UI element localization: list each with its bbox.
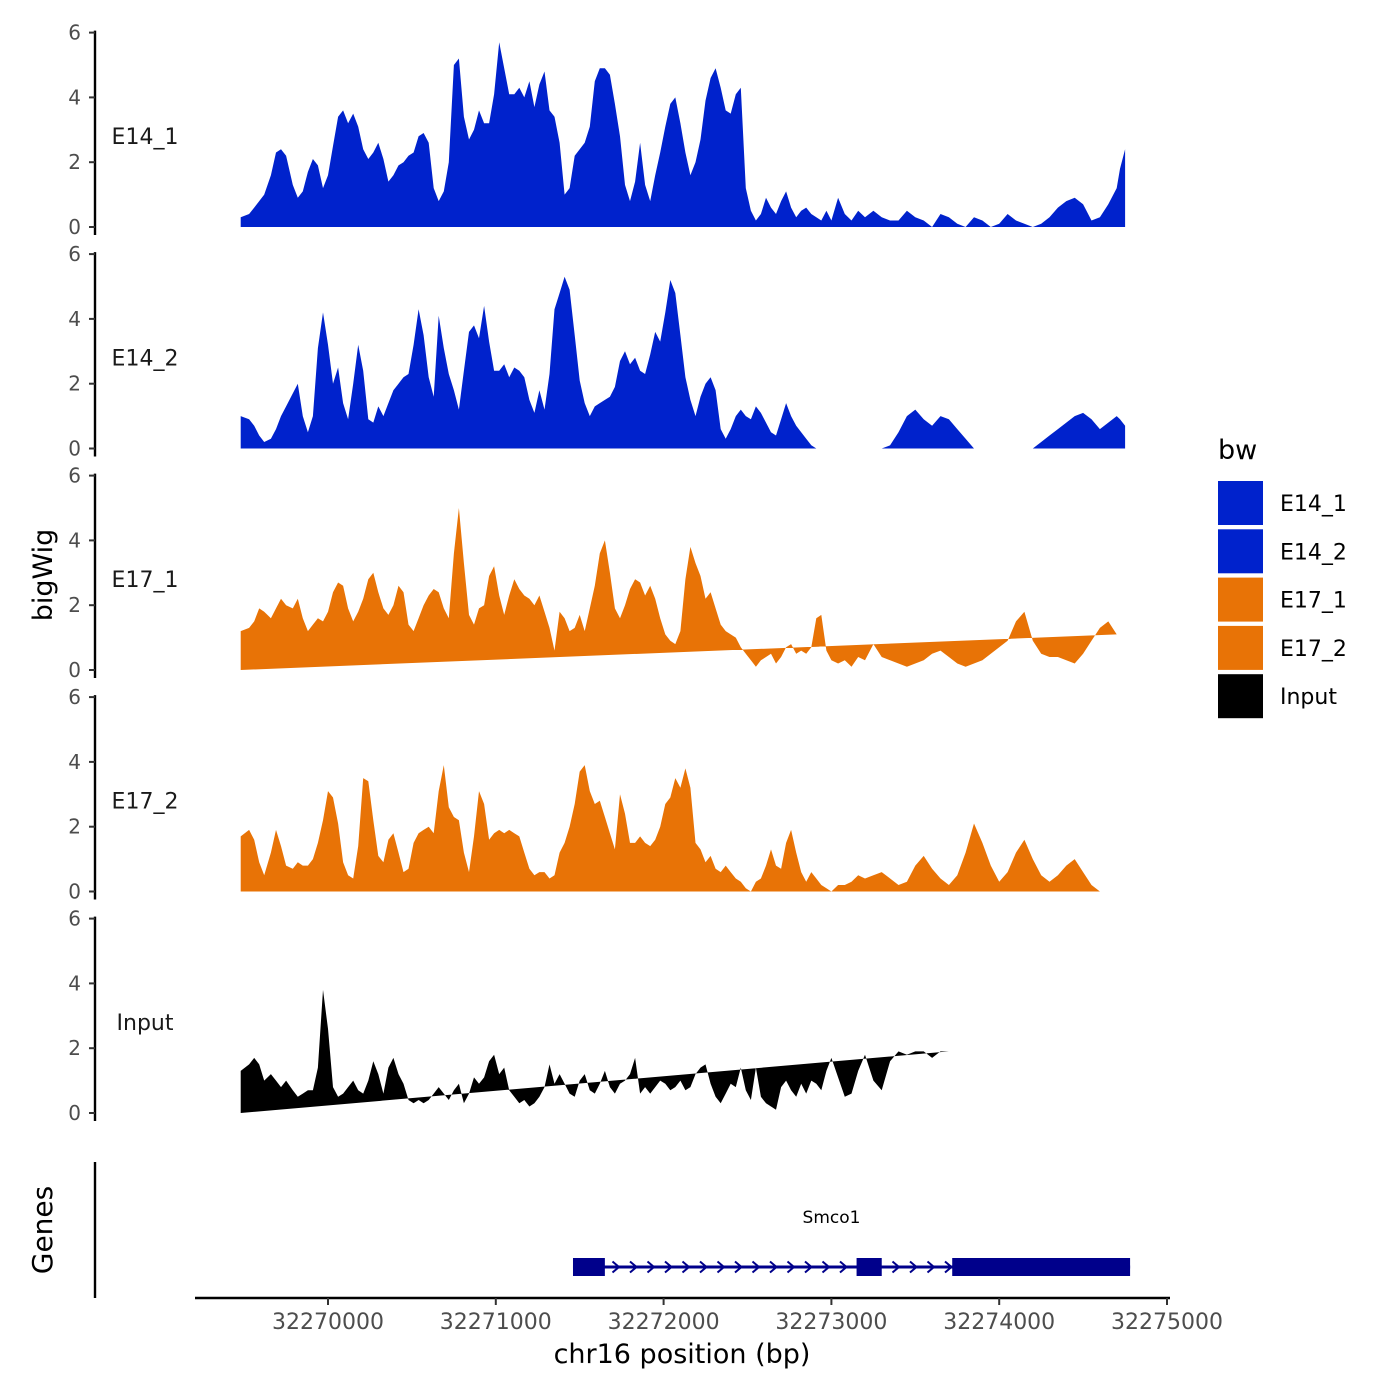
coverage-area-e17-1 [240,508,1117,670]
legend-swatch [1218,674,1263,719]
y-tick-label: 2 [68,1036,81,1060]
y-tick-label: 4 [68,750,81,774]
genes-panel: Genes Smco1 [26,1162,1131,1298]
y-tick-label: 2 [68,372,81,396]
strand-arrow [646,1260,656,1274]
track-label: E14_1 [112,125,179,150]
legend: bw E14_1 E14_2 E17_1 E17_2 Input [1218,435,1347,719]
y-tick-label: 0 [68,658,81,682]
y-tick-label: 6 [68,464,81,488]
strand-arrow [891,1260,901,1274]
y-tick-label: 0 [68,215,81,239]
strand-arrow [629,1260,639,1274]
legend-swatch [1218,529,1263,574]
track-e14-1: 0 2 4 6 E14_1 [68,21,1126,239]
x-tick-label: 32273000 [775,1310,887,1335]
strand-arrow [944,1260,954,1274]
legend-label: Input [1280,685,1337,710]
y-tick-label: 2 [68,150,81,174]
strand-arrow [821,1260,831,1274]
track-e14-2: 0 2 4 6 E14_2 [68,242,1126,461]
strand-arrow [681,1260,691,1274]
strand-arrow [734,1260,744,1274]
coverage-area-e17-2 [240,765,1100,892]
track-label: E17_1 [112,568,179,593]
y-tick-label: 2 [68,815,81,839]
legend-entry-e17-1: E17_1 [1218,577,1347,622]
legend-swatch [1218,625,1263,670]
legend-swatch [1218,577,1263,622]
strand-arrow [909,1260,919,1274]
x-tick-label: 32271000 [440,1310,552,1335]
coverage-tracks: 0 2 4 6 E14_1 0 2 4 6 E14_2 0 2 4 6 E17_1 0 2 4 6 E17_2 0 2 4 6… [68,21,1126,1125]
coverage-area-e14-1 [240,42,1126,227]
strand-arrow [769,1260,779,1274]
gene-exon [572,1258,605,1276]
coverage-area-e14-2 [240,276,1126,449]
x-tick-label: 32275000 [1111,1310,1223,1335]
strand-arrow [786,1260,796,1274]
y-tick-label: 2 [68,593,81,617]
strand-arrow [611,1260,621,1274]
strand-arrow [839,1260,849,1274]
strand-arrow [751,1260,761,1274]
y-tick-label: 6 [68,685,81,709]
y-tick-label: 4 [68,971,81,995]
legend-entry-e14-2: E14_2 [1218,529,1347,574]
x-tick-label: 32274000 [943,1310,1055,1335]
genes-track-label: Genes [26,1186,59,1274]
legend-entry-e14-1: E14_1 [1218,481,1347,525]
track-label: Input [117,1011,174,1036]
y-axis-title: bigWig [28,529,59,622]
strand-arrow [699,1260,709,1274]
track-e17-2: 0 2 4 6 E17_2 [68,685,1100,904]
y-tick-label: 6 [68,21,81,45]
track-e17-1: 0 2 4 6 E17_1 [68,464,1117,682]
strand-arrow [716,1260,726,1274]
legend-label: E17_1 [1280,589,1347,614]
y-tick-label: 4 [68,307,81,331]
coverage-area-input [240,989,949,1113]
track-label: E14_2 [112,347,179,372]
y-tick-label: 0 [68,880,81,904]
x-tick-label: 32270000 [272,1310,384,1335]
legend-entry-input: Input [1218,674,1337,719]
gene-exon [952,1258,1131,1276]
x-tick-label: 32272000 [608,1310,720,1335]
legend-entries: E14_1 E14_2 E17_1 E17_2 Input [1218,481,1347,719]
y-tick-label: 4 [68,85,81,109]
gene-model [572,1258,1131,1276]
x-ticks: 32270000 32271000 32272000 32273000 32274000… [272,1298,1223,1335]
y-tick-label: 6 [68,907,81,931]
legend-title: bw [1218,435,1257,466]
gene-exon [856,1258,882,1276]
strand-arrow [926,1260,936,1274]
strand-arrow [804,1260,814,1274]
track-input: 0 2 4 6 Input [68,907,949,1125]
legend-swatch [1218,481,1263,525]
y-tick-label: 0 [68,1101,81,1125]
legend-label: E17_2 [1280,637,1347,662]
track-label: E17_2 [112,790,179,815]
x-axis-title: chr16 position (bp) [554,1339,811,1370]
gene-name-label: Smco1 [803,1208,861,1228]
legend-label: E14_1 [1280,492,1347,517]
x-axis: 32270000 32271000 32272000 32273000 32274000… [195,1296,1223,1370]
legend-label: E14_2 [1280,540,1347,565]
strand-arrow [664,1260,674,1274]
y-tick-label: 6 [68,242,81,266]
y-tick-label: 4 [68,528,81,552]
y-tick-label: 0 [68,437,81,461]
legend-entry-e17-2: E17_2 [1218,625,1347,670]
